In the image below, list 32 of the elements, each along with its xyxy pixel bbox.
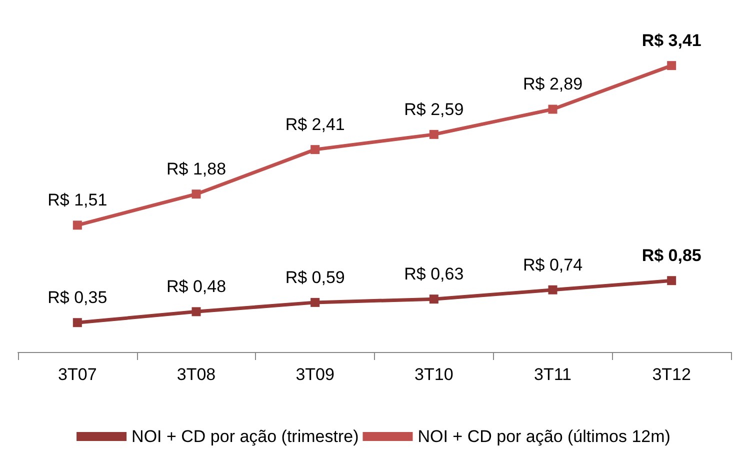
point [429,294,438,304]
data-label: R$ 2,59 [404,100,464,119]
x-tick-label: 3T09 [296,365,334,384]
point [548,285,558,294]
x-tick-label: 3T07 [58,365,97,384]
point [192,190,201,199]
legend-label: NOI + CD por ação (últimos 12m) [418,427,670,446]
point [72,318,82,328]
x-tick-label: 3T08 [176,365,216,384]
point [667,276,676,286]
data-label: R$ 1,51 [48,190,108,210]
point [429,130,438,139]
x-tick-label: 3T11 [534,365,572,384]
point [310,145,320,154]
data-label: R$ 2,41 [285,115,345,134]
data-label: R$ 0,74 [522,255,583,274]
point [72,220,82,230]
data-label: R$ 3,41 [642,31,702,50]
point [192,307,201,316]
data-label: R$ 0,48 [166,277,226,296]
point [548,104,558,114]
data-label: R$ 2,89 [522,74,583,94]
data-label: R$ 0,59 [285,268,345,287]
x-tick-label: 3T12 [652,365,691,384]
data-label: R$ 0,85 [642,246,702,266]
point [667,61,676,70]
data-label: R$ 0,63 [404,264,464,284]
point [310,298,320,307]
data-label: R$ 1,88 [166,160,226,179]
legend-label: NOI + CD por ação (trimestre) [132,427,359,446]
x-tick-label: 3T10 [414,365,454,384]
data-label: R$ 0,35 [48,288,108,308]
